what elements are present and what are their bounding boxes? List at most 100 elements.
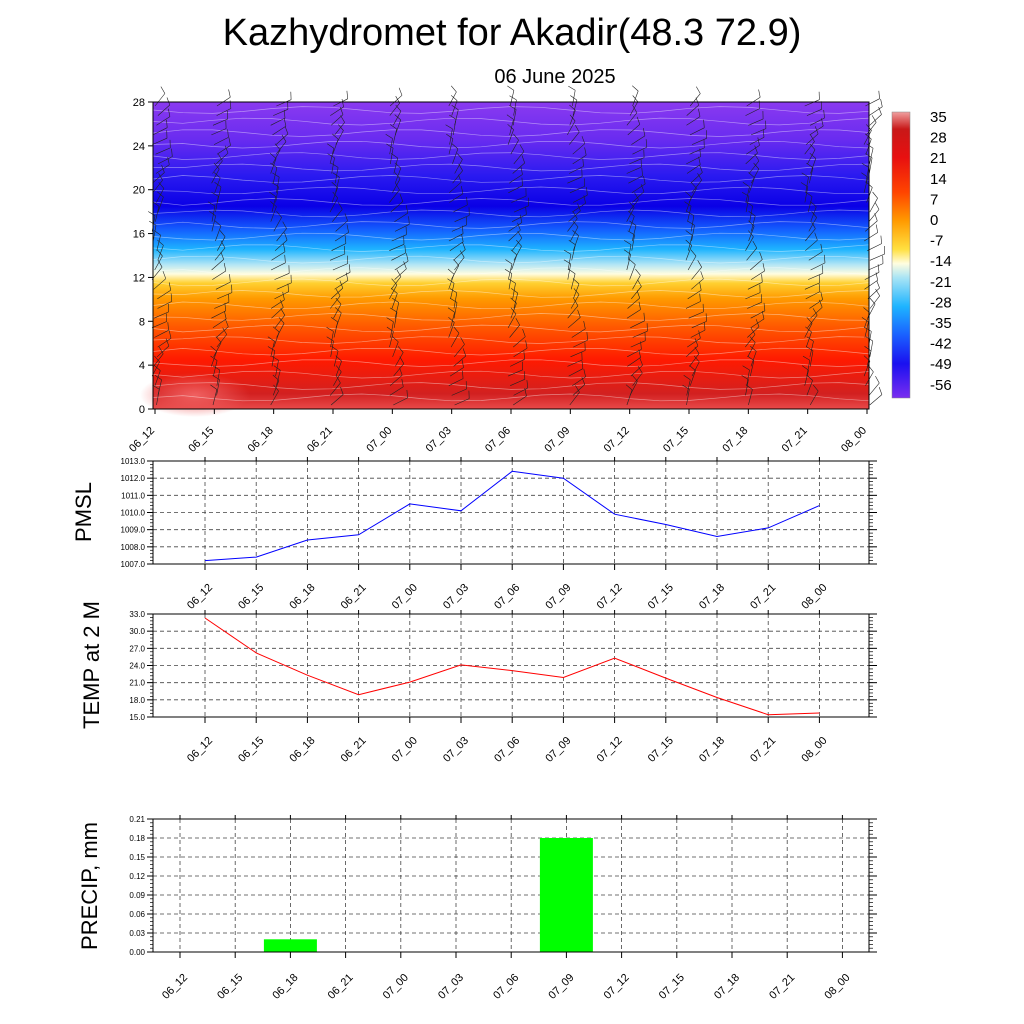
wind-barb-flag (445, 124, 453, 130)
wind-barb-flag (698, 330, 701, 339)
y-tick-label: 0.09 (129, 891, 145, 900)
wind-barb-shaft (807, 196, 813, 213)
colorbar-label: 7 (930, 191, 938, 208)
wind-barb-flag (210, 384, 218, 390)
contour-line (152, 209, 870, 218)
colorbar-label: -28 (930, 294, 952, 311)
x-tick-label: 06_15 (215, 972, 245, 1002)
wind-barb-shaft (573, 339, 588, 348)
wind-barb-shaft (270, 117, 286, 126)
x-tick-label: 06_15 (236, 735, 266, 765)
wind-barb-shaft (571, 244, 576, 261)
wind-barb-flag (229, 274, 231, 283)
heatmap-hot-spot (140, 373, 250, 417)
wind-barb-shaft (276, 282, 292, 290)
y-tick-label: 0.18 (129, 834, 145, 843)
wind-barb-flag (517, 222, 521, 231)
wind-barb-flag (391, 278, 398, 285)
wind-barb-shaft (569, 166, 584, 174)
wind-barb-flag (450, 85, 457, 93)
wind-barb-shaft (627, 297, 640, 309)
wind-barb-shaft (864, 272, 880, 280)
heatmap-field (153, 102, 869, 409)
y-tick-label: 1011.0 (121, 491, 145, 500)
wind-barb-shaft (869, 198, 878, 213)
wind-barb-shaft (513, 347, 528, 358)
wind-barb-shaft (749, 205, 753, 222)
wind-barb-shaft (216, 326, 229, 338)
wind-barb-shaft (213, 342, 222, 357)
wind-barb-flag (408, 216, 410, 225)
wind-barb-shaft (804, 186, 809, 203)
wind-barb-shaft (686, 389, 690, 406)
wind-barb-flag (818, 283, 821, 292)
wind-barb-flag (158, 346, 164, 354)
wind-barb-flag (811, 211, 817, 218)
wind-barb-shaft (691, 138, 707, 145)
wind-barb-flag (349, 264, 351, 273)
wind-barb-flag (763, 302, 766, 311)
cross-section-y-axis: 0 4 8 12 16 20 24 28 (133, 97, 153, 416)
wind-barb-flag (272, 374, 280, 381)
wind-barb-flag (394, 172, 401, 179)
wind-barb-shaft (157, 301, 172, 309)
x-tick-label: 07_03 (441, 582, 471, 612)
wind-barb-shaft (745, 186, 750, 203)
wind-barb-flag (824, 254, 826, 263)
wind-barb-flag (696, 86, 701, 94)
wind-barb-flag (517, 231, 523, 239)
wind-barb-shaft (569, 131, 580, 145)
wind-barb-flag (806, 162, 814, 168)
wind-barb-shaft (810, 262, 826, 271)
wind-barb-shaft (453, 292, 458, 309)
wind-barb-flag (637, 366, 643, 374)
wind-barb-shaft (631, 135, 646, 145)
wind-barb-flag (758, 89, 761, 98)
wind-barb-flag (211, 191, 219, 197)
wind-barb-flag (344, 235, 347, 244)
wind-barb-flag (392, 336, 399, 343)
wind-barb-flag (451, 143, 459, 150)
wind-barb-shaft (389, 284, 398, 300)
wind-barb-flag (220, 251, 224, 260)
wind-barb-flag (878, 386, 883, 395)
wind-barb-flag (157, 260, 163, 268)
x-tick-label: 06_18 (246, 425, 276, 455)
wind-barb-shaft (513, 246, 522, 261)
wind-barb-flag (331, 181, 338, 188)
precip-grid (153, 818, 869, 953)
wind-barb-flag (819, 299, 823, 308)
wind-barb-flag (625, 384, 633, 391)
wind-barb-shaft (275, 133, 289, 145)
x-tick-label: 07_06 (492, 582, 522, 612)
wind-barb-shaft (212, 318, 227, 329)
wind-barb-shaft (866, 122, 877, 136)
wind-barb-flag (466, 196, 468, 206)
contour-line (152, 221, 870, 229)
wind-barb-shaft (212, 389, 218, 406)
x-tick-label: 07_09 (546, 972, 576, 1002)
wind-barb-flag (806, 317, 813, 324)
wind-barb-flag (271, 182, 279, 187)
y-tick-label: 30.0 (129, 627, 145, 636)
wind-barb-flag (762, 129, 765, 138)
wind-barb-shaft (687, 255, 697, 271)
wind-barb-flag (581, 136, 586, 144)
contour-line (152, 324, 870, 333)
wind-barb-flag (695, 97, 699, 106)
wind-barb-shaft (685, 301, 701, 309)
x-tick-label: 06_12 (185, 582, 215, 612)
x-tick-label: 06_15 (186, 425, 216, 455)
wind-barb-flag (386, 326, 394, 332)
wind-barb-shaft (632, 275, 641, 290)
wind-barb-shaft (627, 244, 632, 261)
wind-barb-flag (220, 240, 226, 249)
wind-barb-shaft (389, 244, 405, 251)
wind-barb-shaft (155, 164, 170, 174)
x-tick-label: 06_18 (270, 972, 300, 1002)
wind-barb-flag (809, 152, 816, 159)
precip-y-axis-label: PRECIP, mm (77, 822, 102, 950)
wind-barb-flag (406, 253, 409, 262)
wind-barb-shaft (273, 331, 280, 348)
wind-barb-flag (462, 241, 466, 250)
